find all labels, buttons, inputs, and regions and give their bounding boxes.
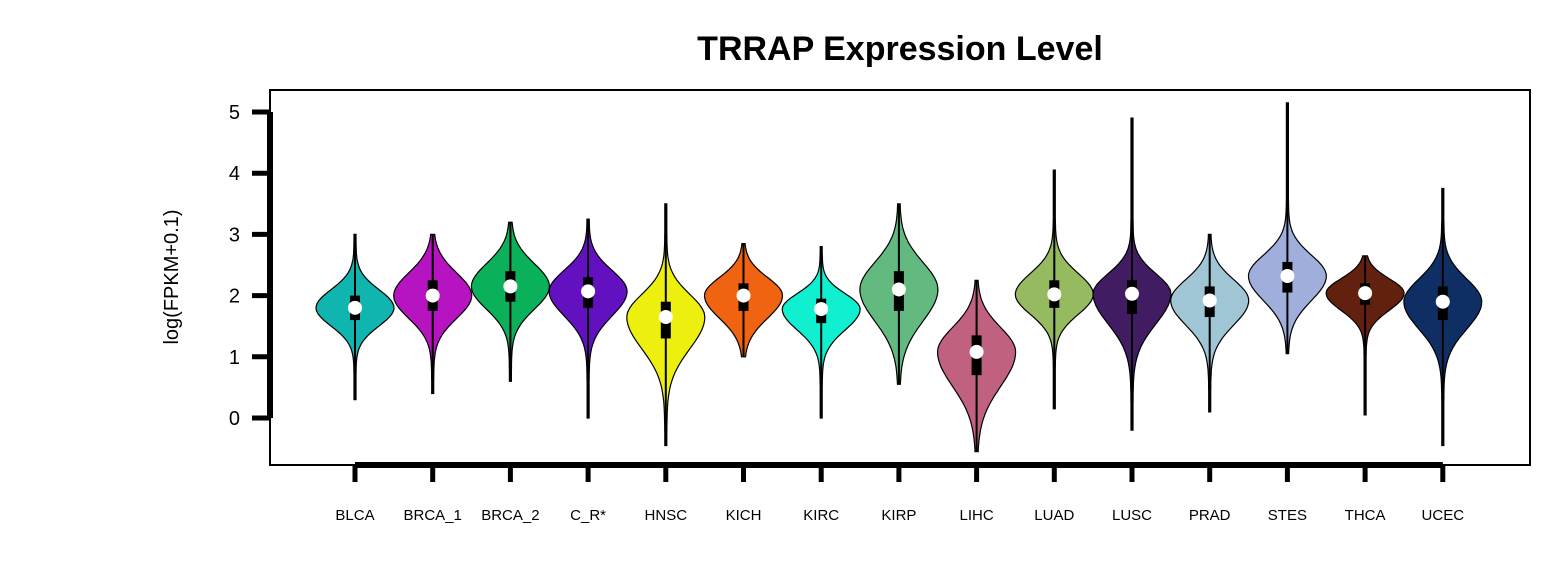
violin-median-point bbox=[1435, 294, 1450, 309]
x-tick-label: C_R* bbox=[570, 507, 606, 524]
violin-thca bbox=[1325, 255, 1405, 416]
x-tick-label: PRAD bbox=[1189, 507, 1231, 524]
x-tick-label: THCA bbox=[1345, 507, 1386, 524]
x-tick-label: STES bbox=[1268, 507, 1307, 524]
chart-title: TRRAP Expression Level bbox=[697, 30, 1103, 68]
x-tick-label: LUSC bbox=[1112, 507, 1152, 524]
violin-lusc bbox=[1092, 117, 1172, 431]
violin-ucec bbox=[1403, 187, 1483, 447]
violin-median-point bbox=[1358, 286, 1373, 301]
x-tick-label: KIRC bbox=[803, 507, 839, 524]
y-tick-label: 5 bbox=[229, 102, 240, 124]
y-axis: 0 1 2 3 4 5 bbox=[229, 102, 273, 430]
violin-median-point bbox=[1047, 287, 1062, 302]
x-tick-label: BLCA bbox=[335, 507, 374, 524]
x-tick-label: LUAD bbox=[1034, 507, 1074, 524]
y-tick-label: 1 bbox=[229, 347, 240, 369]
y-axis-label: log(FPKM+0.1) bbox=[161, 209, 183, 344]
violin-brca-2 bbox=[470, 221, 551, 382]
y-tick-label: 3 bbox=[229, 224, 240, 246]
violin-stes bbox=[1247, 102, 1327, 355]
violin-luad bbox=[1014, 169, 1094, 410]
violin-brca-1 bbox=[393, 233, 473, 395]
violin-median-point bbox=[736, 288, 751, 303]
violin-median-point bbox=[581, 284, 596, 299]
x-tick-label: UCEC bbox=[1422, 507, 1465, 524]
violin-median-point bbox=[1202, 293, 1217, 308]
x-tick-label: KIRP bbox=[881, 507, 916, 524]
violin-median-point bbox=[503, 279, 518, 294]
x-tick-label: BRCA_2 bbox=[481, 507, 539, 524]
violin-median-point bbox=[425, 288, 440, 303]
violin-median-point bbox=[348, 300, 362, 315]
x-tick-label: HNSC bbox=[645, 507, 688, 524]
violin-median-point bbox=[1125, 286, 1139, 301]
violin-median-point bbox=[658, 310, 673, 325]
violin-lihc bbox=[936, 279, 1017, 453]
x-tick-label: KICH bbox=[726, 507, 762, 524]
violin-c-r- bbox=[548, 218, 628, 419]
y-tick-label: 4 bbox=[229, 163, 240, 185]
violin-kich bbox=[703, 243, 784, 358]
x-tick-label: LIHC bbox=[960, 507, 994, 524]
violin-kirp bbox=[859, 203, 939, 385]
violin-prad bbox=[1170, 233, 1250, 413]
violin-median-point bbox=[814, 302, 829, 317]
violin-median-point bbox=[1280, 269, 1295, 284]
violin-median-point bbox=[969, 344, 984, 359]
y-tick-label: 0 bbox=[229, 408, 240, 430]
violins-group bbox=[315, 102, 1483, 453]
violin-hnsc bbox=[626, 203, 706, 447]
x-axis: BLCA BRCA_1 BRCA_2 C_R* HNSC KICH KIRC KIRP LIHC… bbox=[335, 462, 1465, 524]
violin-blca bbox=[315, 233, 395, 401]
y-tick-label: 2 bbox=[229, 286, 240, 308]
violin-median-point bbox=[891, 282, 906, 297]
violin-kirc bbox=[781, 246, 861, 419]
x-tick-label: BRCA_1 bbox=[404, 507, 462, 524]
